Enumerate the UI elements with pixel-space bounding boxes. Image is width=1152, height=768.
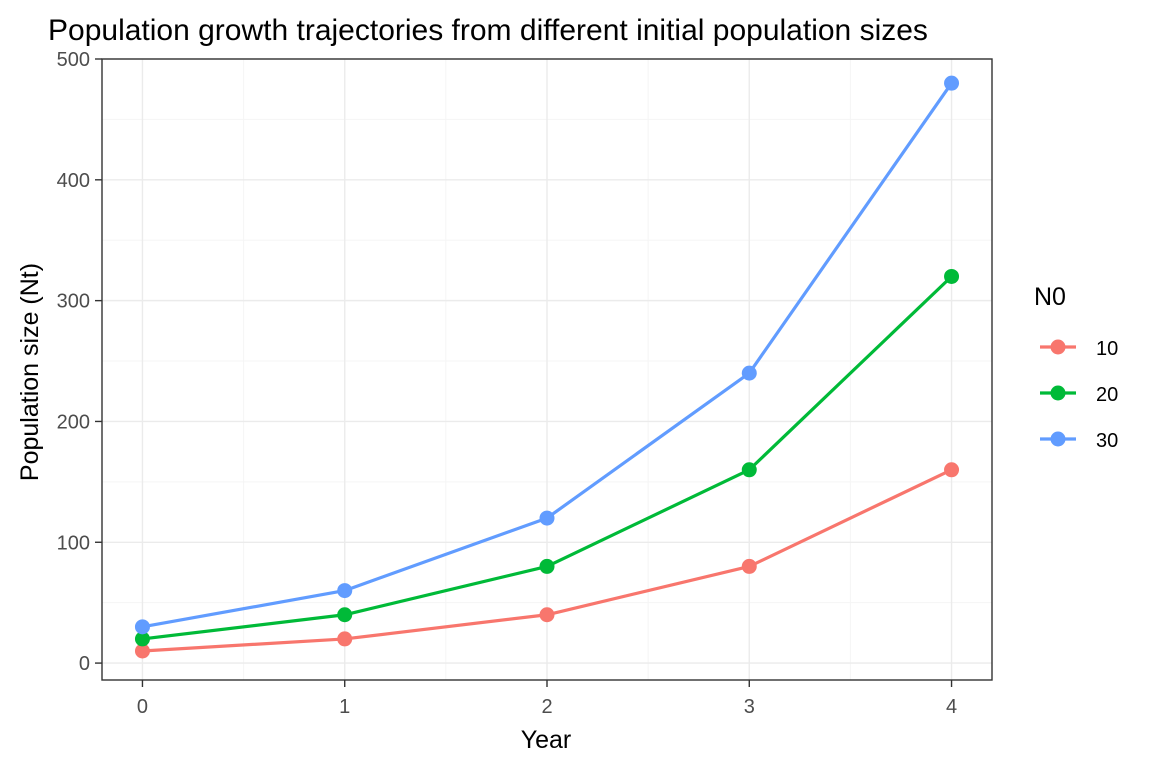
x-axis-title: Year [521,726,572,754]
data-point-20 [337,607,353,623]
data-point-30 [134,619,150,635]
legend-key-point-20 [1050,385,1066,401]
x-tick-label: 3 [744,696,755,718]
data-point-10 [741,558,757,574]
data-point-30 [539,510,555,526]
axes: 0 1 2 3 4 0 100 200 300 400 500 [57,49,957,718]
legend-items: 10 20 30 [1040,338,1118,452]
legend-label-30: 30 [1096,430,1118,452]
chart-title: Population growth trajectories from diff… [48,14,928,47]
data-point-10 [337,631,353,647]
legend-label-20: 20 [1096,384,1118,406]
data-point-30 [337,583,353,599]
x-tick-label: 1 [339,696,350,718]
data-point-30 [944,75,960,91]
data-point-20 [944,268,960,284]
y-tick-label: 400 [57,170,90,192]
data-point-10 [134,643,150,659]
x-tick-label: 2 [541,696,552,718]
data-point-20 [741,462,757,478]
x-tick-label: 4 [946,696,957,718]
y-tick-label: 100 [57,532,90,554]
data-point-10 [539,607,555,623]
data-point-20 [134,631,150,647]
data-point-20 [539,558,555,574]
legend: N0 10 20 30 [1034,283,1118,452]
legend-title: N0 [1034,283,1066,311]
y-axis-title: Population size (Nt) [16,263,44,481]
y-tick-label: 0 [79,653,90,675]
grid [102,58,992,680]
y-tick-label: 200 [57,411,90,433]
x-tick-label: 0 [137,696,148,718]
y-tick-label: 500 [57,49,90,71]
legend-key-point-30 [1050,431,1066,447]
series-layer [134,75,960,659]
data-point-10 [944,462,960,478]
y-tick-label: 300 [57,291,90,313]
legend-label-10: 10 [1096,338,1118,360]
data-point-30 [741,365,757,381]
legend-key-point-10 [1050,339,1066,355]
